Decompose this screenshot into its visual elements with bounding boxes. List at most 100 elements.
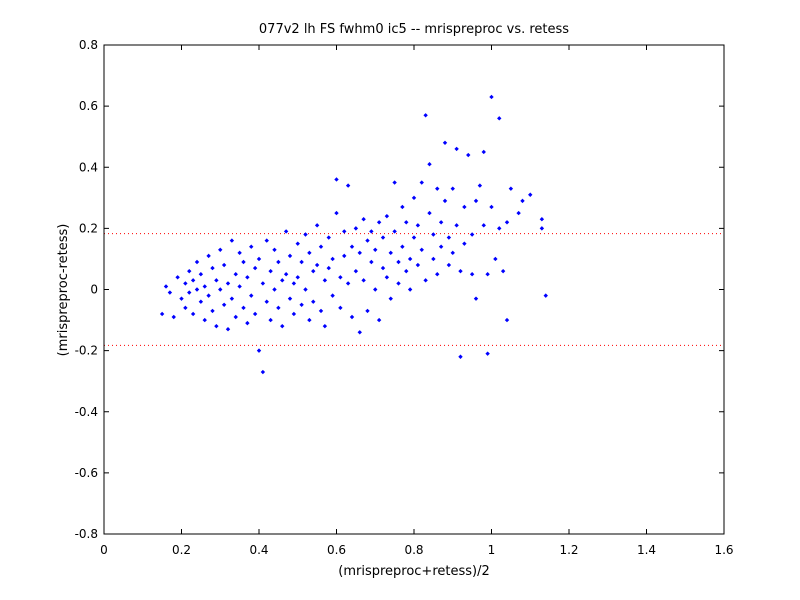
- data-point: [419, 180, 424, 185]
- data-point: [485, 351, 490, 356]
- data-point: [187, 268, 192, 274]
- data-point: [404, 268, 409, 274]
- data-point: [225, 327, 231, 332]
- data-point: [210, 308, 215, 314]
- x-tick-label: 0: [100, 543, 108, 557]
- data-point: [256, 256, 262, 262]
- data-point: [423, 278, 428, 283]
- data-point: [349, 314, 355, 320]
- data-point: [404, 220, 409, 225]
- reference-lines: [104, 233, 724, 346]
- chart-title: 077v2 lh FS fwhm0 ic5 -- mrispreproc vs.…: [259, 22, 569, 37]
- data-point: [218, 287, 223, 292]
- data-point: [446, 235, 452, 240]
- y-tick-label: 0.8: [79, 38, 98, 52]
- data-point: [520, 198, 525, 204]
- data-point: [435, 186, 440, 191]
- data-point: [221, 262, 227, 268]
- data-point: [481, 223, 486, 228]
- data-point: [241, 259, 246, 265]
- data-point: [477, 183, 483, 188]
- data-point: [462, 241, 467, 246]
- data-point: [183, 305, 188, 311]
- data-point: [237, 284, 242, 289]
- data-point: [485, 272, 490, 277]
- data-point: [458, 268, 463, 274]
- y-tick-label: 0.2: [79, 221, 98, 235]
- data-point: [489, 204, 494, 210]
- data-point: [245, 320, 250, 326]
- data-point: [400, 244, 405, 249]
- data-point: [384, 275, 390, 280]
- data-point: [322, 323, 328, 329]
- data-point: [221, 302, 227, 307]
- data-point: [233, 272, 238, 277]
- x-tick-label: 1.6: [714, 543, 733, 557]
- data-point: [299, 259, 304, 265]
- data-point: [210, 265, 215, 271]
- x-tick-label: 1.2: [559, 543, 578, 557]
- data-point: [190, 311, 196, 317]
- data-point: [450, 250, 455, 256]
- data-point: [187, 290, 192, 295]
- data-point: [218, 247, 223, 252]
- x-axis-label: (mrispreproc+retess)/2: [338, 564, 490, 579]
- data-point: [462, 204, 467, 210]
- data-point: [256, 348, 262, 353]
- data-point: [338, 305, 343, 311]
- data-point: [280, 323, 285, 329]
- x-tick-label: 0.8: [404, 543, 423, 557]
- data-point: [245, 275, 250, 280]
- x-tick-label: 1: [488, 543, 496, 557]
- data-point: [497, 116, 502, 121]
- data-point: [202, 317, 207, 323]
- data-point: [318, 244, 324, 249]
- data-point: [307, 317, 312, 323]
- data-point: [291, 281, 297, 286]
- data-point: [392, 229, 397, 234]
- data-point: [357, 330, 362, 335]
- data-point: [283, 272, 289, 277]
- y-tick-label: -0.4: [75, 405, 98, 419]
- data-point: [214, 323, 219, 329]
- data-point: [206, 293, 211, 298]
- data-point: [438, 220, 444, 225]
- data-point: [539, 217, 545, 222]
- data-point: [369, 229, 374, 234]
- data-point: [190, 278, 196, 283]
- data-point: [252, 311, 258, 317]
- data-point: [252, 265, 258, 271]
- data-point: [473, 198, 479, 204]
- data-point: [438, 244, 444, 249]
- data-point: [167, 290, 173, 295]
- data-point: [334, 210, 339, 216]
- y-axis-label: (mrispreproc-retess): [56, 224, 71, 357]
- data-point: [411, 195, 417, 201]
- data-point: [272, 247, 277, 252]
- data-point: [264, 299, 269, 304]
- data-point: [171, 314, 176, 320]
- data-point: [380, 235, 386, 240]
- data-point: [431, 256, 436, 262]
- data-point: [361, 217, 366, 222]
- y-tick-label: -0.6: [75, 466, 98, 480]
- data-point: [334, 177, 339, 182]
- data-point: [400, 204, 405, 210]
- x-tick-label: 0.2: [172, 543, 191, 557]
- data-point: [287, 296, 293, 301]
- data-point: [260, 369, 266, 375]
- data-point: [260, 281, 266, 286]
- y-tick-label: 0: [90, 283, 98, 297]
- data-point: [419, 247, 424, 252]
- data-point: [229, 296, 235, 301]
- data-point: [365, 308, 370, 314]
- data-point: [311, 268, 316, 274]
- data-point: [330, 256, 335, 262]
- data-point: [427, 210, 432, 216]
- data-point: [342, 253, 347, 259]
- data-point: [396, 259, 401, 265]
- data-point: [326, 235, 331, 240]
- data-point: [303, 287, 308, 292]
- data-point: [249, 244, 254, 249]
